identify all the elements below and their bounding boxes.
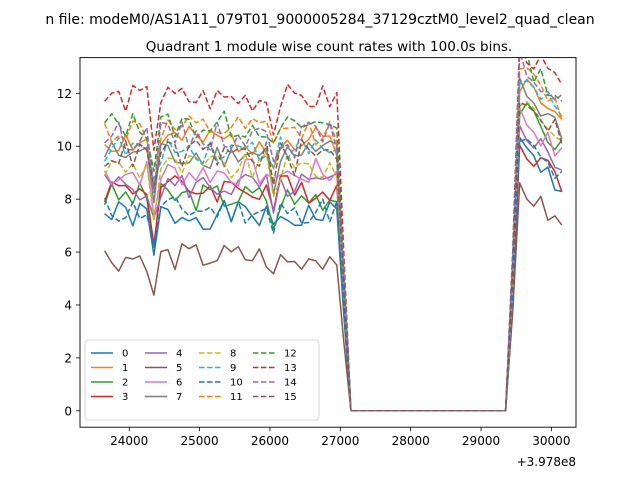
y-tick-label: 4 (64, 298, 72, 312)
legend-label-14: 14 (284, 378, 297, 389)
series-layer (103, 57, 563, 412)
legend-label-9: 9 (230, 363, 236, 374)
legend-label-1: 1 (122, 363, 128, 374)
series-line-10 (103, 138, 563, 412)
axes-title: Quadrant 1 module wise count rates with … (146, 39, 512, 55)
legend-label-7: 7 (176, 392, 182, 403)
x-tick-label: 24000 (110, 434, 148, 448)
x-tick-label: 26000 (251, 434, 289, 448)
x-tick-label: 30000 (532, 434, 570, 448)
y-tick-label: 0 (64, 404, 72, 418)
y-tick-label: 12 (57, 87, 72, 101)
x-offset-label: +3.978e8 (517, 455, 576, 469)
legend-label-13: 13 (284, 363, 297, 374)
legend-label-12: 12 (284, 349, 297, 360)
legend-label-2: 2 (122, 378, 128, 389)
x-tick-label: 28000 (392, 434, 430, 448)
legend-label-15: 15 (284, 392, 297, 403)
y-tick-label: 8 (64, 193, 72, 207)
x-axis: 24000 25000 26000 27000 28000 29000 30000 (110, 427, 570, 448)
legend-label-8: 8 (230, 349, 236, 360)
y-tick-label: 6 (64, 246, 72, 260)
y-axis: 0 2 4 6 8 10 12 (57, 87, 80, 418)
legend-label-4: 4 (176, 349, 182, 360)
legend-label-3: 3 (122, 392, 128, 403)
series-line-13 (104, 57, 563, 412)
legend-label-11: 11 (230, 392, 243, 403)
series-line-14 (104, 57, 563, 412)
legend-box (84, 339, 320, 421)
figure-suptitle: n file: modeM0/AS1A11_079T01_9000005284_… (45, 12, 594, 28)
y-tick-label: 2 (64, 351, 72, 365)
x-tick-label: 25000 (181, 434, 219, 448)
legend-label-10: 10 (230, 378, 243, 389)
axes-frame (79, 57, 577, 428)
series-line-12 (104, 57, 563, 412)
x-tick-label: 29000 (462, 434, 500, 448)
series-line-15 (104, 101, 563, 412)
x-tick-label: 27000 (321, 434, 359, 448)
legend-label-6: 6 (176, 378, 182, 389)
legend-label-0: 0 (122, 349, 128, 360)
y-tick-label: 10 (57, 140, 72, 154)
legend-label-5: 5 (176, 363, 182, 374)
